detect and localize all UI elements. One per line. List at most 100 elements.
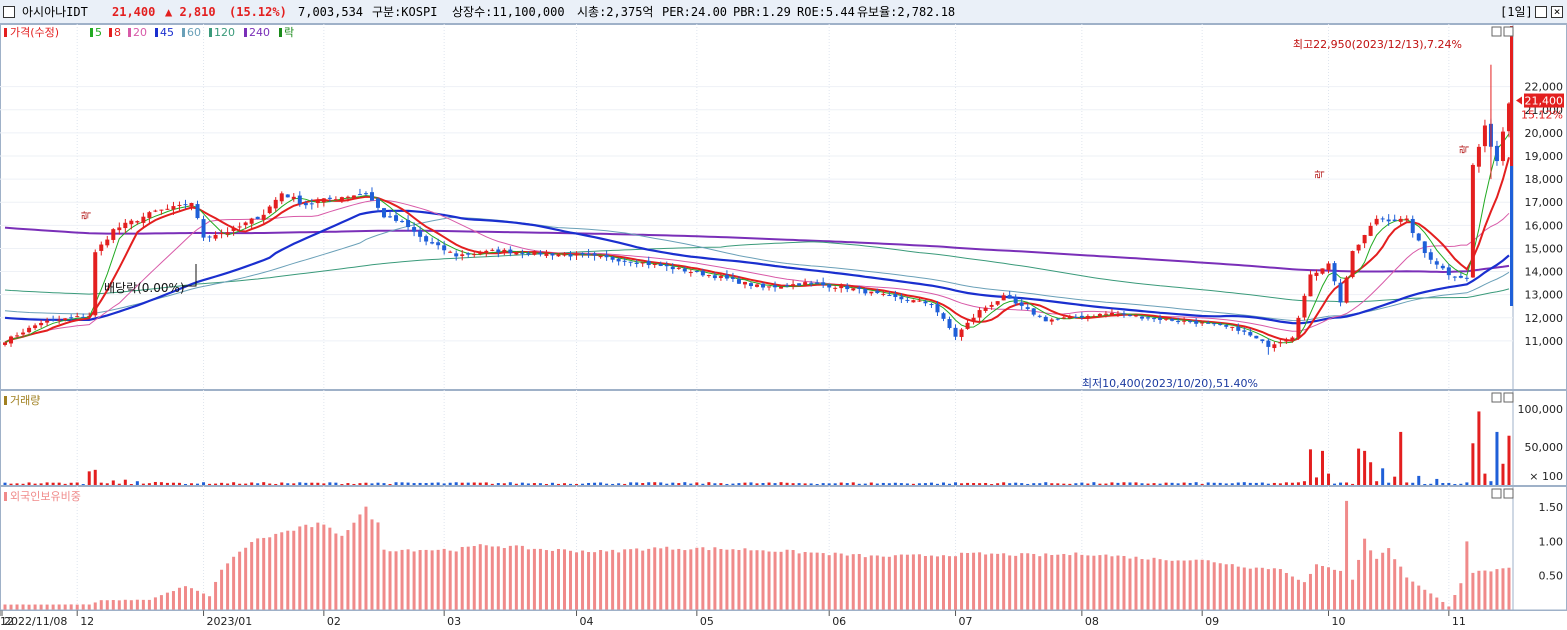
candle-body [285,194,290,198]
candle-body [646,260,651,266]
foreign-bar [544,550,548,610]
candle-body [652,263,657,265]
candle-body [33,325,38,329]
price-tick-label: 15,000 [1525,242,1564,255]
volume-bar [370,483,374,485]
foreign-bar [3,604,7,610]
candle-body [917,300,922,302]
volume-bar [653,482,657,485]
foreign-bar [376,522,380,610]
foreign-bar [1032,553,1036,610]
foreign-bar [923,555,927,610]
volume-bar [1212,482,1216,485]
volume-bar [1206,482,1210,485]
candle-body [291,196,296,199]
volume-bar [1098,483,1102,485]
legend-price-label: 가격(수정) [10,26,59,39]
volume-tick-label: 100,000 [1518,403,1564,416]
volume-bar [1116,482,1120,485]
candle-body [1410,218,1415,234]
foreign-bar [298,526,302,610]
ma-line-20 [4,199,1510,343]
foreign-bar [1375,558,1379,610]
legend-item-label: 20 [133,26,147,39]
foreign-bar [1056,554,1060,610]
foreign-bar [966,553,970,610]
volume-bar [232,482,236,485]
candle-body [490,249,495,251]
candle-body [815,282,820,284]
foreign-bar [960,552,964,610]
candle-body [989,304,994,307]
candle-body [1176,321,1181,323]
candle-body [400,221,405,223]
legend-item-label: 240 [249,26,270,39]
volume-bar [99,482,103,485]
volume-bar [743,482,747,485]
foreign-bar [1098,555,1102,610]
volume-bar [1327,473,1331,485]
foreign-bar [653,547,657,610]
volume-bar [280,482,284,485]
volume-bar [1284,482,1288,485]
candle-body [111,229,116,240]
volume-bar [701,483,705,485]
volume-bar [1399,431,1403,485]
candle-body [971,317,976,322]
candle-body [225,232,230,235]
volume-bar [388,484,392,486]
period-selector[interactable]: [1일] [1500,5,1533,19]
volume-bar [605,483,609,485]
maximize-icon[interactable] [1535,6,1547,18]
candle-body [1302,295,1307,318]
candle-body [532,251,537,255]
candle-body [821,282,826,286]
foreign-bar [731,549,735,610]
panel-close-button [1503,488,1514,499]
volume-bar [1194,482,1198,485]
foreign-bar [508,545,512,610]
volume-bar [1050,483,1054,485]
candle-body [1031,308,1036,315]
candle-body [785,285,790,287]
volume-bar [1218,482,1222,485]
candle-body [1356,244,1361,251]
volume-bar [893,482,897,485]
volume-bar [587,482,591,485]
foreign-bar [1206,560,1210,610]
volume-bar [1182,482,1186,485]
foreign-bar [695,547,699,610]
per-value: PER:24.00 [662,5,728,19]
candle-body [1013,297,1018,304]
foreign-bar [1477,570,1481,610]
volume-bar [394,482,398,485]
header-checkbox[interactable] [3,6,15,18]
volume-bar [1369,462,1373,485]
volume-bar [1339,482,1343,485]
volume-bar [1110,482,1114,485]
candle-body [1416,233,1421,241]
foreign-bar [214,581,218,610]
candle-body [9,336,14,344]
candle-body [382,208,387,218]
candle-body [213,234,218,239]
ma-line-45 [4,209,1510,325]
candle-body [1374,218,1379,225]
volume-bar [1447,482,1451,485]
foreign-bar [899,554,903,610]
volume-bar [671,482,675,485]
foreign-bar [256,538,260,610]
candle-body [1146,317,1151,319]
volume-bar [298,482,302,485]
candle-body [123,222,128,229]
foreign-bar [978,552,982,610]
foreign-bar [917,554,921,610]
candle-body [87,315,92,317]
volume-bar [244,483,248,485]
foreign-bar [1218,563,1222,610]
foreign-bar [93,602,97,610]
foreign-bar [238,551,242,610]
close-icon[interactable]: × [1551,6,1563,18]
candle-body [1482,125,1487,147]
volume-bar [1320,450,1324,485]
